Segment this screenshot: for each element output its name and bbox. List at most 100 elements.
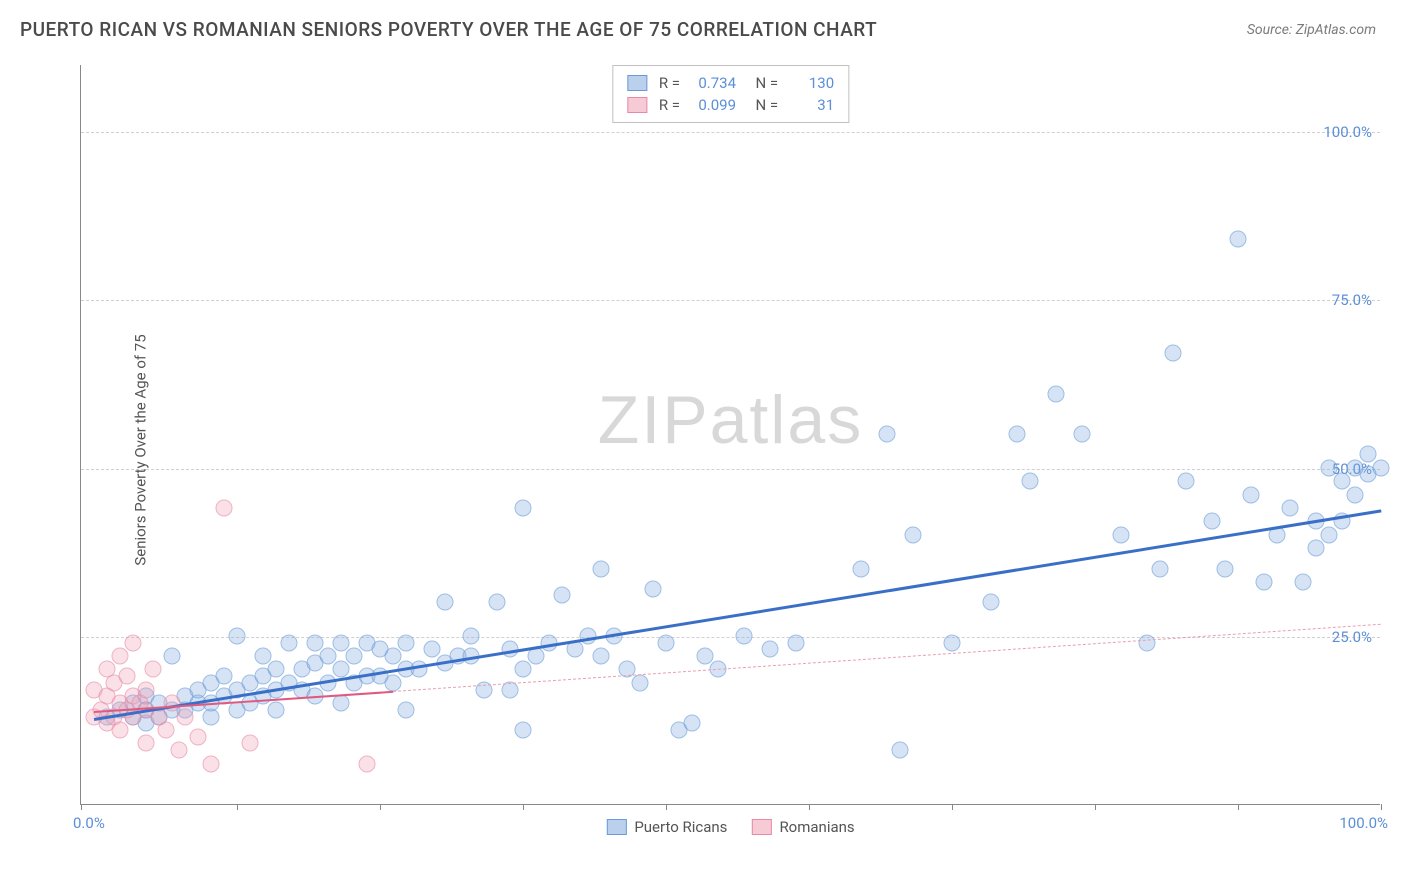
scatter-point [879, 426, 896, 443]
scatter-point [593, 560, 610, 577]
stat-r-label: R = [659, 96, 680, 114]
scatter-point [1243, 486, 1260, 503]
gridline [81, 132, 1380, 133]
scatter-point [1321, 526, 1338, 543]
scatter-point [138, 735, 155, 752]
scatter-point [320, 648, 337, 665]
scatter-point [157, 722, 174, 739]
x-axis-label: 100.0% [1339, 814, 1388, 832]
legend-swatch [751, 819, 771, 835]
scatter-point [762, 641, 779, 658]
scatter-point [424, 641, 441, 658]
scatter-point [489, 594, 506, 611]
scatter-point [463, 627, 480, 644]
scatter-point [1373, 459, 1390, 476]
plot-area: ZIPatlas R =0.734 N =130R =0.099 N =31 P… [80, 65, 1380, 805]
scatter-point [1256, 574, 1273, 591]
scatter-point [177, 708, 194, 725]
scatter-point [736, 627, 753, 644]
scatter-point [144, 661, 161, 678]
watermark-bold: ZIP [598, 382, 710, 458]
y-tick-label: 100.0% [1323, 123, 1372, 141]
scatter-point [1009, 426, 1026, 443]
scatter-point [1217, 560, 1234, 577]
scatter-point [1178, 473, 1195, 490]
scatter-point [1347, 486, 1364, 503]
scatter-point [658, 634, 675, 651]
chart-container: Seniors Poverty Over the Age of 75 ZIPat… [50, 60, 1390, 840]
scatter-point [1360, 446, 1377, 463]
stats-row: R =0.734 N =130 [627, 72, 834, 94]
series-legend: Puerto RicansRomanians [606, 818, 854, 836]
x-axis-label: 0.0% [73, 814, 105, 832]
x-tick [1238, 804, 1239, 810]
chart-header: PUERTO RICAN VS ROMANIAN SENIORS POVERTY… [0, 0, 1406, 51]
scatter-point [268, 661, 285, 678]
scatter-point [164, 695, 181, 712]
scatter-point [528, 648, 545, 665]
scatter-point [216, 500, 233, 517]
x-tick [380, 804, 381, 810]
scatter-point [307, 634, 324, 651]
scatter-point [242, 735, 259, 752]
scatter-point [1204, 513, 1221, 530]
scatter-point [359, 755, 376, 772]
scatter-point [515, 661, 532, 678]
scatter-point [255, 648, 272, 665]
legend-swatch [627, 97, 647, 113]
scatter-point [437, 594, 454, 611]
scatter-point [554, 587, 571, 604]
scatter-point [515, 722, 532, 739]
scatter-point [983, 594, 1000, 611]
scatter-point [905, 526, 922, 543]
stat-r-value: 0.099 [688, 96, 736, 114]
legend-label: Puerto Ricans [634, 818, 727, 836]
stat-r-label: R = [659, 74, 680, 92]
scatter-point [515, 500, 532, 517]
scatter-point [385, 648, 402, 665]
watermark-light: atlas [710, 382, 864, 458]
scatter-point [1074, 426, 1091, 443]
stat-n-label: N = [748, 74, 778, 92]
scatter-point [281, 634, 298, 651]
scatter-point [892, 742, 909, 759]
scatter-point [1139, 634, 1156, 651]
scatter-point [1282, 500, 1299, 517]
scatter-point [944, 634, 961, 651]
scatter-point [170, 742, 187, 759]
scatter-point [645, 580, 662, 597]
scatter-point [1321, 459, 1338, 476]
scatter-point [398, 701, 415, 718]
scatter-point [190, 728, 207, 745]
scatter-point [112, 648, 129, 665]
scatter-point [125, 634, 142, 651]
scatter-point [164, 648, 181, 665]
stats-row: R =0.099 N =31 [627, 94, 834, 116]
x-tick [952, 804, 953, 810]
scatter-point [203, 755, 220, 772]
x-tick [1095, 804, 1096, 810]
scatter-point [1165, 345, 1182, 362]
scatter-point [112, 722, 129, 739]
scatter-point [398, 634, 415, 651]
scatter-point [268, 701, 285, 718]
scatter-point [138, 681, 155, 698]
scatter-point [1334, 473, 1351, 490]
gridline [81, 469, 1380, 470]
gridline [81, 300, 1380, 301]
stat-r-value: 0.734 [688, 74, 736, 92]
source-attribution: Source: ZipAtlas.com [1247, 22, 1376, 38]
chart-title: PUERTO RICAN VS ROMANIAN SENIORS POVERTY… [20, 18, 877, 41]
stat-n-label: N = [748, 96, 778, 114]
scatter-point [697, 648, 714, 665]
scatter-point [1230, 230, 1247, 247]
scatter-point [118, 668, 135, 685]
scatter-point [593, 648, 610, 665]
legend-swatch [606, 819, 626, 835]
scatter-point [788, 634, 805, 651]
scatter-point [1308, 540, 1325, 557]
scatter-point [1113, 526, 1130, 543]
scatter-point [632, 674, 649, 691]
scatter-point [333, 695, 350, 712]
scatter-point [684, 715, 701, 732]
